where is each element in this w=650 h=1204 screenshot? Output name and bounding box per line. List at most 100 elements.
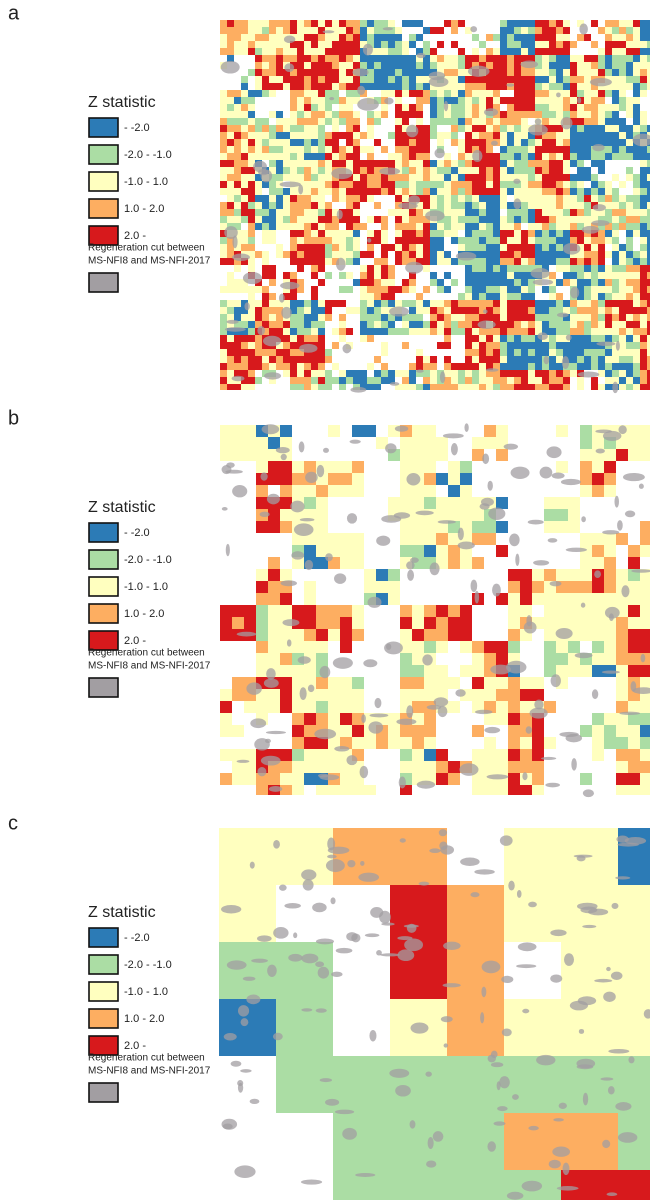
map-cell xyxy=(220,713,232,725)
map-cell xyxy=(316,605,328,617)
map-cell xyxy=(619,139,626,146)
map-cell xyxy=(556,251,563,258)
map-cell xyxy=(472,335,479,342)
map-cell xyxy=(570,237,577,244)
map-cell xyxy=(591,377,598,384)
map-cell xyxy=(556,216,563,223)
map-cell xyxy=(556,34,563,41)
map-cell xyxy=(598,272,605,279)
map-cell xyxy=(493,90,500,97)
regeneration-patch xyxy=(257,767,267,777)
map-cell xyxy=(219,942,276,999)
map-cell xyxy=(276,139,283,146)
map-cell xyxy=(318,279,325,286)
map-cell xyxy=(346,188,353,195)
regeneration-patch xyxy=(490,664,512,675)
regeneration-patch xyxy=(615,340,620,351)
map-cell xyxy=(367,188,374,195)
map-cell xyxy=(269,34,276,41)
map-cell xyxy=(626,328,633,335)
map-cell xyxy=(542,104,549,111)
map-cell xyxy=(633,293,640,300)
map-cell xyxy=(465,272,472,279)
map-cell xyxy=(521,230,528,237)
map-cell xyxy=(465,230,472,237)
map-cell xyxy=(262,55,269,62)
map-cell xyxy=(346,153,353,160)
regeneration-patch xyxy=(577,371,600,378)
map-cell xyxy=(269,195,276,202)
regeneration-patch xyxy=(406,561,415,570)
map-cell xyxy=(486,69,493,76)
regeneration-patch xyxy=(564,953,575,966)
map-cell xyxy=(619,384,626,390)
map-cell xyxy=(353,188,360,195)
map-cell xyxy=(374,265,381,272)
map-cell xyxy=(472,223,479,230)
map-cell xyxy=(400,605,412,617)
map-cell xyxy=(304,202,311,209)
map-cell xyxy=(241,202,248,209)
map-cell xyxy=(297,286,304,293)
map-cell xyxy=(528,104,535,111)
map-cell xyxy=(549,237,556,244)
map-cell xyxy=(423,27,430,34)
map-cell xyxy=(612,230,619,237)
map-cell xyxy=(542,20,549,27)
map-cell xyxy=(227,20,234,27)
map-cell xyxy=(528,209,535,216)
regeneration-patch xyxy=(515,553,520,566)
map-cell xyxy=(549,34,556,41)
map-cell xyxy=(556,461,568,473)
map-cell xyxy=(374,111,381,118)
regeneration-patch xyxy=(440,845,455,855)
map-cell xyxy=(514,118,521,125)
map-cell xyxy=(626,384,633,390)
map-cell xyxy=(395,286,402,293)
map-cell xyxy=(605,300,612,307)
map-cell xyxy=(437,328,444,335)
map-cell xyxy=(352,737,364,749)
map-cell xyxy=(374,174,381,181)
map-cell xyxy=(563,279,570,286)
map-cell xyxy=(269,160,276,167)
map-cell xyxy=(570,230,577,237)
map-cell xyxy=(626,335,633,342)
map-cell xyxy=(276,1056,333,1113)
map-cell xyxy=(647,244,650,251)
map-cell xyxy=(568,605,580,617)
map-cell xyxy=(381,69,388,76)
map-cell xyxy=(346,48,353,55)
map-cell xyxy=(577,160,584,167)
map-cell xyxy=(360,146,367,153)
regeneration-patch xyxy=(236,631,257,637)
map-cell xyxy=(504,828,561,885)
regeneration-patch xyxy=(426,704,442,710)
map-cell xyxy=(304,174,311,181)
map-cell xyxy=(451,328,458,335)
map-cell xyxy=(486,55,493,62)
map-cell xyxy=(535,34,542,41)
map-cell xyxy=(460,617,472,629)
regeneration-patch xyxy=(558,1102,567,1109)
map-cell xyxy=(283,272,290,279)
map-cell xyxy=(542,202,549,209)
map-cell xyxy=(374,356,381,363)
map-cell xyxy=(549,69,556,76)
map-cell xyxy=(486,153,493,160)
map-cell xyxy=(486,328,493,335)
map-cell xyxy=(500,195,507,202)
map-cell xyxy=(514,132,521,139)
map-cell xyxy=(486,188,493,195)
regeneration-patch xyxy=(237,1005,250,1017)
map-cell xyxy=(381,314,388,321)
map-cell xyxy=(514,76,521,83)
map-cell xyxy=(496,689,508,701)
map-cell xyxy=(374,181,381,188)
map-cell xyxy=(496,653,508,665)
map-cell xyxy=(556,83,563,90)
map-cell xyxy=(508,617,520,629)
map-cell xyxy=(465,328,472,335)
map-cell xyxy=(584,83,591,90)
map-cell xyxy=(262,41,269,48)
